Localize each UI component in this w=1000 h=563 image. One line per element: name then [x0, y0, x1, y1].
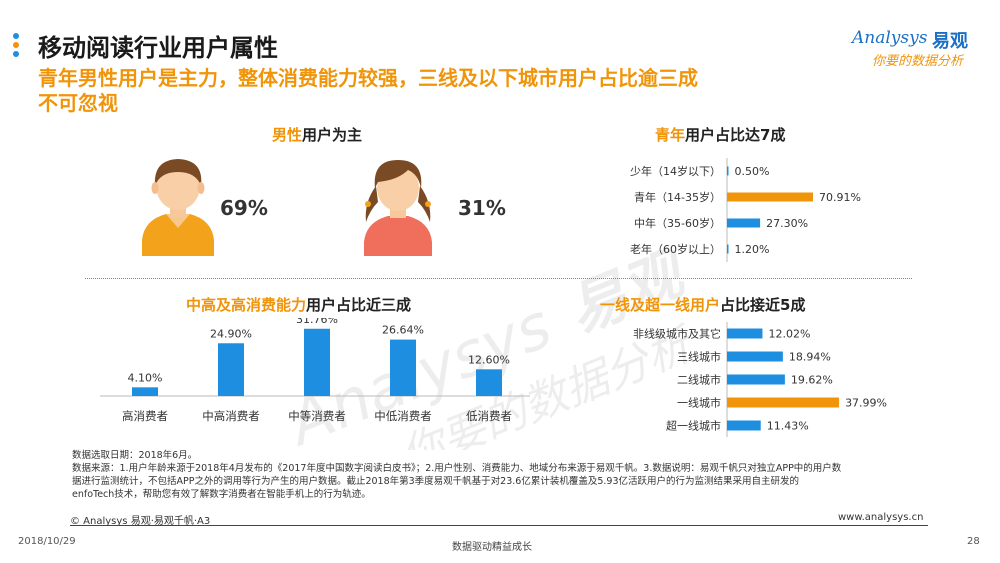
- subtitle-line-1: 青年男性用户是主力，整体消费能力较强，三线及以下城市用户占比逾三成: [38, 66, 698, 90]
- city-category-label: 一线城市: [677, 396, 721, 410]
- age-value-label: 1.20%: [735, 243, 770, 256]
- city-tier-chart: 非线级城市及其它 12.02% 三线城市 18.94% 二线城市 19.62% 一线城市 37…: [633, 322, 887, 437]
- age-bar: [727, 166, 729, 176]
- consumption-value-label: 26.64%: [382, 324, 424, 337]
- page-number: 28: [967, 536, 980, 547]
- consumption-value-label: 24.90%: [210, 327, 252, 340]
- consumption-category-label: 高消费者: [122, 409, 168, 423]
- age-bar: [727, 218, 761, 228]
- page-subtitle: 青年男性用户是主力，整体消费能力较强，三线及以下城市用户占比逾三成 不可忽视: [38, 66, 888, 116]
- logo-brand-cn: 易观: [932, 31, 968, 52]
- city-value-label: 37.99%: [845, 397, 887, 410]
- city-value-label: 18.94%: [789, 351, 831, 364]
- consumption-value-label: 12.60%: [468, 353, 510, 366]
- female-user-icon: [364, 160, 432, 256]
- logo-brand-en: Analysys: [852, 28, 928, 48]
- page-title: 移动阅读行业用户属性: [38, 34, 278, 62]
- city-category-label: 超一线城市: [666, 419, 721, 433]
- consumption-value-label: 4.10%: [128, 371, 163, 384]
- city-section-title: 一线及超一线用户占比接近5成: [600, 294, 805, 315]
- consumption-bar: [390, 339, 416, 396]
- age-value-label: 0.50%: [735, 165, 770, 178]
- age-bar: [727, 192, 813, 202]
- copyright: © Analysys 易观·易观千帆·A3: [70, 516, 211, 527]
- age-title-rest: 用户占比达7成: [685, 126, 786, 144]
- logo-tagline: 你要的数据分析: [872, 54, 964, 69]
- city-category-label: 三线城市: [677, 350, 721, 364]
- city-bar: [727, 420, 761, 431]
- city-bar: [727, 351, 783, 362]
- city-value-label: 12.02%: [768, 328, 810, 341]
- consumption-bar: [476, 369, 502, 396]
- female-percentage: 31%: [458, 196, 506, 220]
- gender-title-rest: 用户为主: [302, 126, 363, 144]
- website-link[interactable]: www.analysys.cn: [838, 512, 924, 523]
- data-notes: 数据选取日期：2018年6月。 数据来源：1.用户年龄来源于2018年4月发布的…: [72, 449, 932, 501]
- consumption-bar: [218, 343, 244, 396]
- gender-section-title: 男性用户为主: [272, 124, 362, 145]
- note-line-1: 数据选取日期：2018年6月。: [72, 450, 198, 461]
- city-bar: [727, 397, 840, 408]
- age-value-label: 70.91%: [819, 191, 861, 204]
- city-title-rest: 占比接近5成: [720, 296, 806, 314]
- age-value-label: 27.30%: [766, 217, 808, 230]
- report-date: 2018/10/29: [18, 536, 76, 547]
- consumption-bar: [304, 328, 330, 396]
- consumption-level-chart: 4.10% 高消费者 24.90% 中高消费者 31.76% 中等消费者 26.64% 中低消…: [100, 318, 530, 423]
- city-value-label: 11.43%: [767, 420, 809, 433]
- analysys-logo: Analysys 易观 你要的数据分析: [852, 28, 982, 74]
- age-category-label: 中年（35-60岁）: [634, 216, 721, 230]
- consumption-title-rest: 用户占比近三成: [306, 296, 412, 314]
- note-line-3: 据进行监测统计，不包括APP之外的调用等行为产生的用户数据。截止2018年第3季…: [72, 476, 799, 487]
- section-divider: [85, 278, 912, 279]
- gender-title-highlight: 男性: [272, 126, 303, 144]
- consumption-value-label: 31.76%: [296, 318, 338, 326]
- age-section-title: 青年用户占比达7成: [655, 124, 785, 145]
- consumption-title-highlight: 中高及高消费能力: [186, 296, 307, 314]
- consumption-category-label: 中等消费者: [288, 409, 346, 423]
- note-line-2: 数据来源：1.用户年龄来源于2018年4月发布的《2017年度中国数字阅读白皮书…: [72, 463, 842, 474]
- footer-slogan: 数据驱动精益成长: [452, 542, 532, 553]
- age-category-label: 少年（14岁以下）: [630, 164, 721, 178]
- consumption-section-title: 中高及高消费能力用户占比近三成: [186, 294, 411, 315]
- age-bar: [727, 244, 729, 254]
- consumption-category-label: 中高消费者: [202, 409, 260, 423]
- subtitle-line-2: 不可忽视: [38, 91, 118, 115]
- city-category-label: 二线城市: [677, 373, 721, 387]
- city-value-label: 19.62%: [791, 374, 833, 387]
- footer-divider: [70, 525, 928, 526]
- city-title-highlight: 一线及超一线用户: [600, 296, 721, 314]
- consumption-category-label: 中低消费者: [374, 409, 432, 423]
- city-category-label: 非线级城市及其它: [633, 327, 721, 341]
- consumption-category-label: 低消费者: [466, 409, 512, 423]
- age-title-highlight: 青年: [655, 126, 686, 144]
- consumption-bar: [132, 387, 158, 396]
- male-user-icon: [142, 159, 214, 256]
- city-bar: [727, 374, 785, 385]
- age-category-label: 青年（14-35岁）: [634, 190, 721, 204]
- note-line-4: enfoTech技术，帮助您有效了解数字消费者在智能手机上的行为轨迹。: [72, 489, 371, 500]
- age-distribution-chart: 少年（14岁以下） 0.50% 青年（14-35岁） 70.91% 中年（35-60岁）…: [630, 158, 861, 262]
- male-percentage: 69%: [220, 196, 268, 220]
- title-bullets: [13, 33, 21, 60]
- city-bar: [727, 328, 763, 339]
- age-category-label: 老年（60岁以上）: [630, 242, 721, 256]
